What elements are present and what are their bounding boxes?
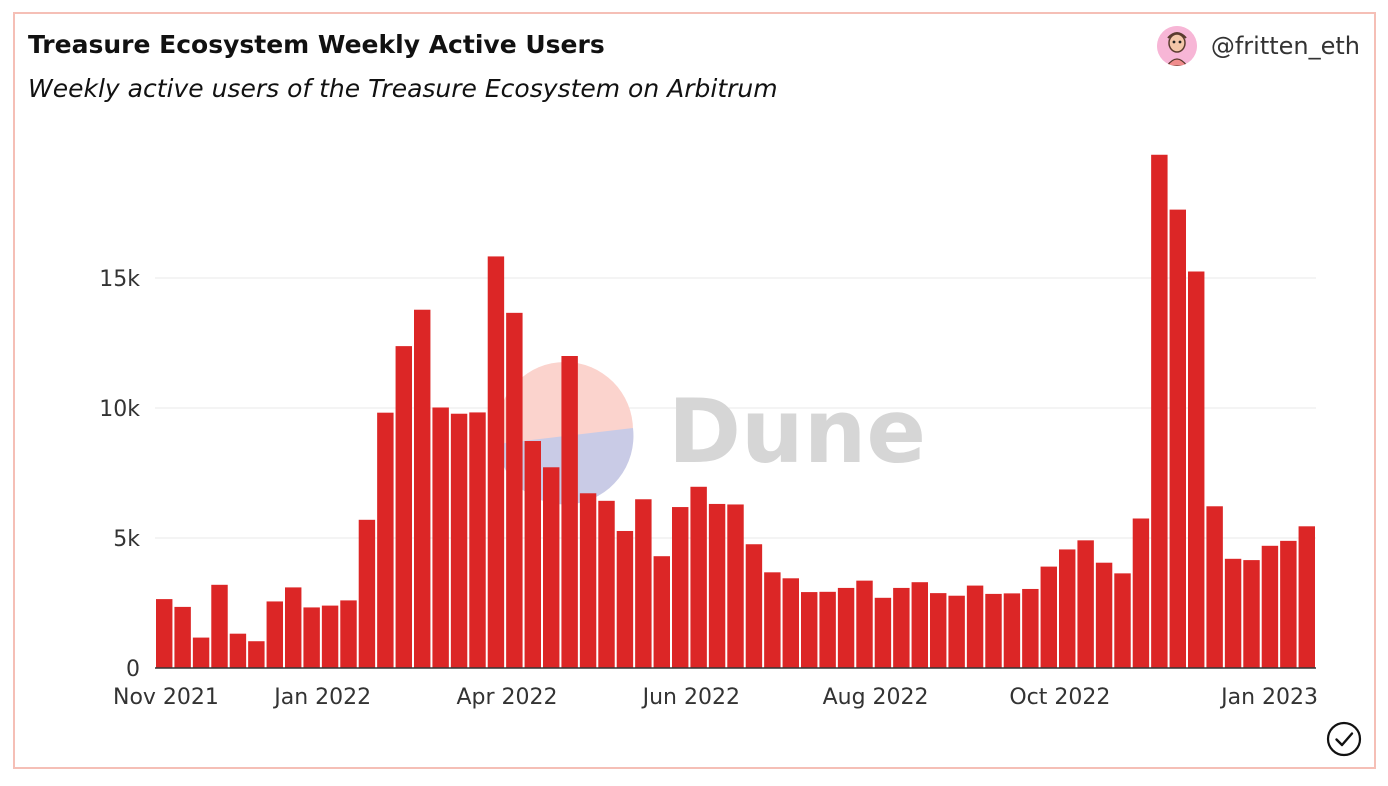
bar[interactable] — [653, 556, 670, 668]
bar[interactable] — [156, 599, 173, 668]
bar[interactable] — [229, 633, 247, 668]
y-tick-label: 10k — [99, 397, 140, 422]
bar[interactable] — [248, 641, 265, 668]
x-tick-label: Jun 2022 — [641, 685, 740, 710]
y-tick-label: 0 — [126, 657, 140, 682]
bar[interactable] — [543, 467, 560, 668]
y-tick-label: 5k — [113, 527, 140, 552]
x-tick-label: Jan 2022 — [272, 685, 371, 710]
bar[interactable] — [966, 585, 984, 668]
bar[interactable] — [506, 312, 523, 668]
bar[interactable] — [303, 607, 320, 668]
bar[interactable] — [1169, 209, 1186, 668]
bar[interactable] — [985, 593, 1002, 668]
bar[interactable] — [1243, 560, 1260, 668]
x-tick-label: Oct 2022 — [1009, 685, 1110, 710]
chart-subtitle: Weekly active users of the Treasure Ecos… — [28, 74, 778, 103]
bar[interactable] — [948, 595, 965, 668]
bar[interactable] — [1188, 271, 1205, 669]
bar[interactable] — [1206, 506, 1223, 668]
bar[interactable] — [856, 580, 873, 668]
bar[interactable] — [1114, 573, 1131, 668]
bar[interactable] — [1224, 558, 1242, 668]
bar[interactable] — [874, 597, 892, 668]
bar[interactable] — [819, 591, 836, 668]
bar[interactable] — [764, 572, 781, 668]
bar[interactable] — [782, 578, 799, 668]
bar[interactable] — [487, 256, 505, 668]
author-badge[interactable]: @fritten_eth — [1156, 26, 1360, 66]
x-tick-label: Nov 2021 — [113, 685, 219, 710]
bar[interactable] — [321, 605, 339, 668]
y-tick-label: 15k — [99, 267, 140, 292]
bar[interactable] — [893, 587, 910, 668]
bar[interactable] — [801, 592, 818, 668]
check-circle-icon[interactable] — [1326, 721, 1362, 757]
bar[interactable] — [395, 346, 412, 668]
bar[interactable] — [1151, 154, 1168, 668]
bar[interactable] — [1077, 540, 1094, 668]
bar[interactable] — [1003, 593, 1021, 668]
bar[interactable] — [432, 407, 449, 668]
bar[interactable] — [469, 412, 486, 668]
bar[interactable] — [635, 499, 652, 668]
bar[interactable] — [1261, 545, 1279, 668]
bar[interactable] — [690, 486, 707, 668]
x-tick-labels: Nov 2021 Jan 2022 Apr 2022 Jun 2022 Aug 2022… — [113, 685, 1318, 710]
bar[interactable] — [930, 593, 947, 668]
chart-title: Treasure Ecosystem Weekly Active Users — [28, 30, 605, 59]
bar[interactable] — [192, 637, 210, 668]
bar[interactable] — [1132, 518, 1150, 669]
bar[interactable] — [745, 544, 763, 668]
chart-frame — [13, 12, 1376, 769]
bar[interactable] — [450, 413, 468, 668]
bar[interactable] — [1095, 562, 1113, 668]
bar[interactable] — [285, 587, 302, 668]
bars — [156, 154, 1315, 669]
avatar-icon — [1156, 26, 1197, 66]
bar[interactable] — [1059, 549, 1076, 668]
bar[interactable] — [616, 530, 634, 668]
bar[interactable] — [358, 519, 376, 668]
bar[interactable] — [708, 503, 726, 668]
bar[interactable] — [837, 587, 855, 668]
watermark-text: Dune — [668, 380, 926, 483]
y-tick-labels: 0 5k 10k 15k — [99, 267, 140, 682]
bar[interactable] — [414, 309, 431, 668]
bar[interactable] — [340, 600, 357, 668]
bar[interactable] — [561, 356, 578, 668]
x-tick-label: Jan 2023 — [1219, 685, 1318, 710]
bar[interactable] — [672, 507, 689, 668]
bar[interactable] — [1280, 540, 1297, 668]
x-tick-label: Aug 2022 — [823, 685, 929, 710]
x-tick-label: Apr 2022 — [456, 685, 557, 710]
bar[interactable] — [911, 582, 928, 668]
bar[interactable] — [266, 601, 283, 668]
bar[interactable] — [174, 606, 191, 668]
bar[interactable] — [377, 412, 394, 668]
bar[interactable] — [1040, 566, 1057, 668]
bar[interactable] — [1022, 588, 1039, 668]
author-name[interactable]: @fritten_eth — [1210, 32, 1360, 60]
bar[interactable] — [598, 500, 615, 668]
bar[interactable] — [727, 504, 744, 668]
bar[interactable] — [524, 441, 541, 668]
dune-watermark: Dune — [497, 362, 926, 505]
bar[interactable] — [1298, 526, 1315, 668]
bar[interactable] — [579, 493, 597, 668]
bar[interactable] — [211, 584, 228, 668]
